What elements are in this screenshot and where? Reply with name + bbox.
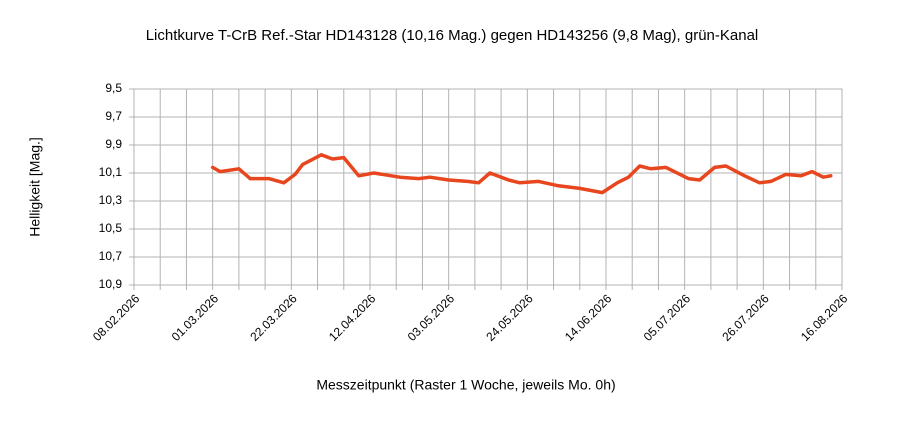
- x-tick-label: 05.07.2026: [641, 291, 694, 344]
- x-tick-label: 16.08.2026: [798, 291, 851, 344]
- x-tick-label: 01.03.2026: [169, 291, 222, 344]
- x-tick-label: 24.05.2026: [483, 291, 536, 344]
- x-axis-title: Messzeitpunkt (Raster 1 Woche, jeweils M…: [316, 377, 615, 393]
- y-tick-label: 9,7: [105, 109, 122, 123]
- plot-frame: [133, 88, 843, 286]
- x-tick-label: 03.05.2026: [405, 291, 458, 344]
- y-tick-label: 9,9: [105, 137, 122, 151]
- y-tick-label: 10,9: [99, 277, 123, 291]
- y-axis-title: Helligkeit [Mag.]: [27, 137, 43, 237]
- y-tick-label: 10,5: [99, 221, 123, 235]
- chart-title: Lichtkurve T-CrB Ref.-Star HD143128 (10,…: [146, 27, 759, 44]
- data-line: [210, 153, 833, 195]
- y-tick-label: 10,7: [99, 249, 123, 263]
- x-tick-label: 14.06.2026: [562, 291, 615, 344]
- x-tick-label: 22.03.2026: [247, 291, 300, 344]
- x-tick-label: 08.02.2026: [90, 291, 143, 344]
- y-tick-label: 10,3: [99, 193, 123, 207]
- x-tick-label: 26.07.2026: [719, 291, 772, 344]
- x-tick-label: 12.04.2026: [326, 291, 379, 344]
- y-tick-label: 10,1: [99, 165, 123, 179]
- y-tick-label: 9,5: [105, 81, 122, 95]
